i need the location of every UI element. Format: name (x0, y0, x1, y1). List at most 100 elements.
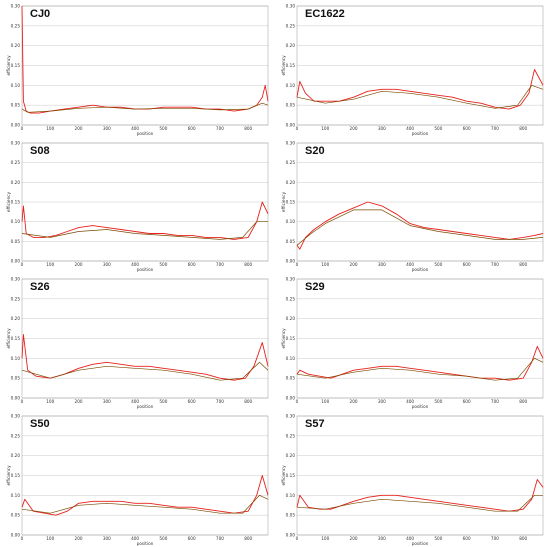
y-tick-label: 0.15 (286, 63, 296, 68)
x-tick-label: 0 (296, 536, 299, 541)
series-line-red (296, 69, 544, 110)
x-tick-label: 300 (103, 262, 111, 267)
x-tick-label: 700 (491, 126, 499, 131)
y-tick-label: 0.10 (11, 493, 21, 498)
y-tick-label: 0.25 (286, 23, 296, 28)
y-tick-label: 0.10 (286, 356, 296, 361)
x-tick-label: 100 (321, 399, 329, 404)
chart-panel-ec1622: EC1622 0.00 0.05 0.10 0.15 0.20 0.25 0.30 0 100 2… (281, 4, 544, 136)
y-tick-label: 0.00 (11, 259, 21, 264)
panel-title: S29 (305, 281, 325, 293)
series-line-dark (21, 102, 269, 113)
x-tick-label: 0 (296, 399, 299, 404)
y-tick-label: 0.10 (11, 83, 21, 88)
panel-title: S57 (305, 418, 325, 430)
x-tick-label: 600 (188, 262, 196, 267)
x-tick-label: 400 (131, 126, 139, 131)
y-tick-label: 0.00 (11, 123, 21, 128)
x-tick-label: 500 (159, 262, 167, 267)
series-line-dark (21, 221, 268, 240)
series-line-red (296, 201, 544, 250)
x-tick-label: 500 (434, 536, 442, 541)
series-line-red (296, 345, 544, 381)
y-tick-label: 0.05 (11, 239, 21, 244)
series-line-red (21, 475, 269, 516)
x-tick-label: 700 (216, 126, 224, 131)
y-tick-label: 0.10 (286, 493, 296, 498)
y-tick-label: 0.20 (11, 316, 21, 321)
x-tick-label: 400 (406, 536, 414, 541)
plot-frame (296, 278, 544, 399)
y-tick-label: 0.00 (286, 533, 296, 538)
panel-title: S20 (305, 145, 325, 157)
x-axis-label: position (137, 267, 154, 272)
y-axis-label: efficiency (281, 55, 286, 76)
y-tick-label: 0.25 (11, 433, 21, 438)
y-tick-label: 0.15 (286, 336, 296, 341)
y-tick-label: 0.30 (11, 141, 21, 146)
y-axis-label: efficiency (6, 191, 11, 212)
y-tick-label: 0.20 (286, 180, 296, 185)
x-tick-label: 700 (216, 262, 224, 267)
y-tick-label: 0.10 (286, 219, 296, 224)
plot-frame (296, 142, 544, 262)
x-tick-label: 0 (21, 399, 24, 404)
series-line-dark (296, 357, 544, 381)
x-tick-label: 100 (46, 536, 54, 541)
y-tick-label: 0.30 (286, 414, 296, 419)
chart-panel-s26: S26 0.00 0.05 0.10 0.15 0.20 0.25 0.30 0 100 200 3… (6, 277, 269, 409)
x-tick-label: 800 (519, 536, 527, 541)
chart-panel-cj0: CJ0 0.00 0.05 0.10 0.15 0.20 0.25 0.30 0 100 200 3… (6, 4, 269, 136)
x-tick-label: 800 (519, 126, 527, 131)
x-tick-label: 300 (378, 126, 386, 131)
x-tick-label: 500 (434, 399, 442, 404)
x-axis-label: position (412, 404, 429, 409)
y-tick-label: 0.25 (286, 296, 296, 301)
series-line-red (21, 5, 269, 114)
chart-panel-s08: S08 0.00 0.05 0.10 0.15 0.20 0.25 0.30 0 100 200 3… (6, 141, 269, 272)
x-tick-label: 700 (491, 536, 499, 541)
series-line-dark (296, 84, 544, 109)
y-axis-label: efficiency (281, 328, 286, 349)
x-tick-label: 700 (216, 536, 224, 541)
plot-frame (21, 415, 269, 536)
y-axis-label: efficiency (281, 465, 286, 486)
x-tick-label: 500 (434, 262, 442, 267)
y-tick-label: 0.25 (11, 23, 21, 28)
y-tick-label: 0.25 (11, 160, 21, 165)
y-tick-label: 0.15 (286, 473, 296, 478)
chart-panel-s57: S57 0.00 0.05 0.10 0.15 0.20 0.25 0.30 0 100 200 3… (281, 414, 544, 546)
y-tick-label: 0.00 (11, 533, 21, 538)
x-tick-label: 500 (159, 399, 167, 404)
y-tick-label: 0.15 (11, 336, 21, 341)
x-tick-label: 300 (103, 126, 111, 131)
plot-frame (296, 5, 544, 126)
x-tick-label: 0 (21, 262, 24, 267)
y-tick-label: 0.05 (11, 103, 21, 108)
chart-panel-s50: S50 0.00 0.05 0.10 0.15 0.20 0.25 0.30 0 100 200 3… (6, 414, 269, 546)
x-tick-label: 300 (378, 399, 386, 404)
x-axis-label: position (137, 541, 154, 546)
chart-panel-s20: S20 0.00 0.05 0.10 0.15 0.20 0.25 0.30 0 100 200 3… (281, 141, 544, 272)
x-tick-label: 800 (519, 262, 527, 267)
y-tick-label: 0.15 (286, 200, 296, 205)
y-tick-label: 0.05 (286, 376, 296, 381)
y-tick-label: 0.30 (286, 4, 296, 9)
x-tick-label: 800 (244, 399, 252, 404)
x-tick-label: 700 (216, 399, 224, 404)
x-tick-label: 400 (406, 399, 414, 404)
y-tick-label: 0.05 (11, 513, 21, 518)
panel-title: S50 (30, 418, 50, 430)
x-tick-label: 200 (350, 536, 358, 541)
x-tick-label: 0 (296, 262, 299, 267)
x-axis-label: position (412, 131, 429, 136)
x-tick-label: 100 (46, 126, 54, 131)
y-tick-label: 0.00 (286, 123, 296, 128)
x-tick-label: 100 (321, 536, 329, 541)
y-tick-label: 0.25 (11, 296, 21, 301)
y-tick-label: 0.25 (286, 160, 296, 165)
x-tick-label: 0 (21, 126, 24, 131)
y-tick-label: 0.00 (11, 396, 21, 401)
x-tick-label: 800 (244, 262, 252, 267)
x-axis-label: position (137, 131, 154, 136)
